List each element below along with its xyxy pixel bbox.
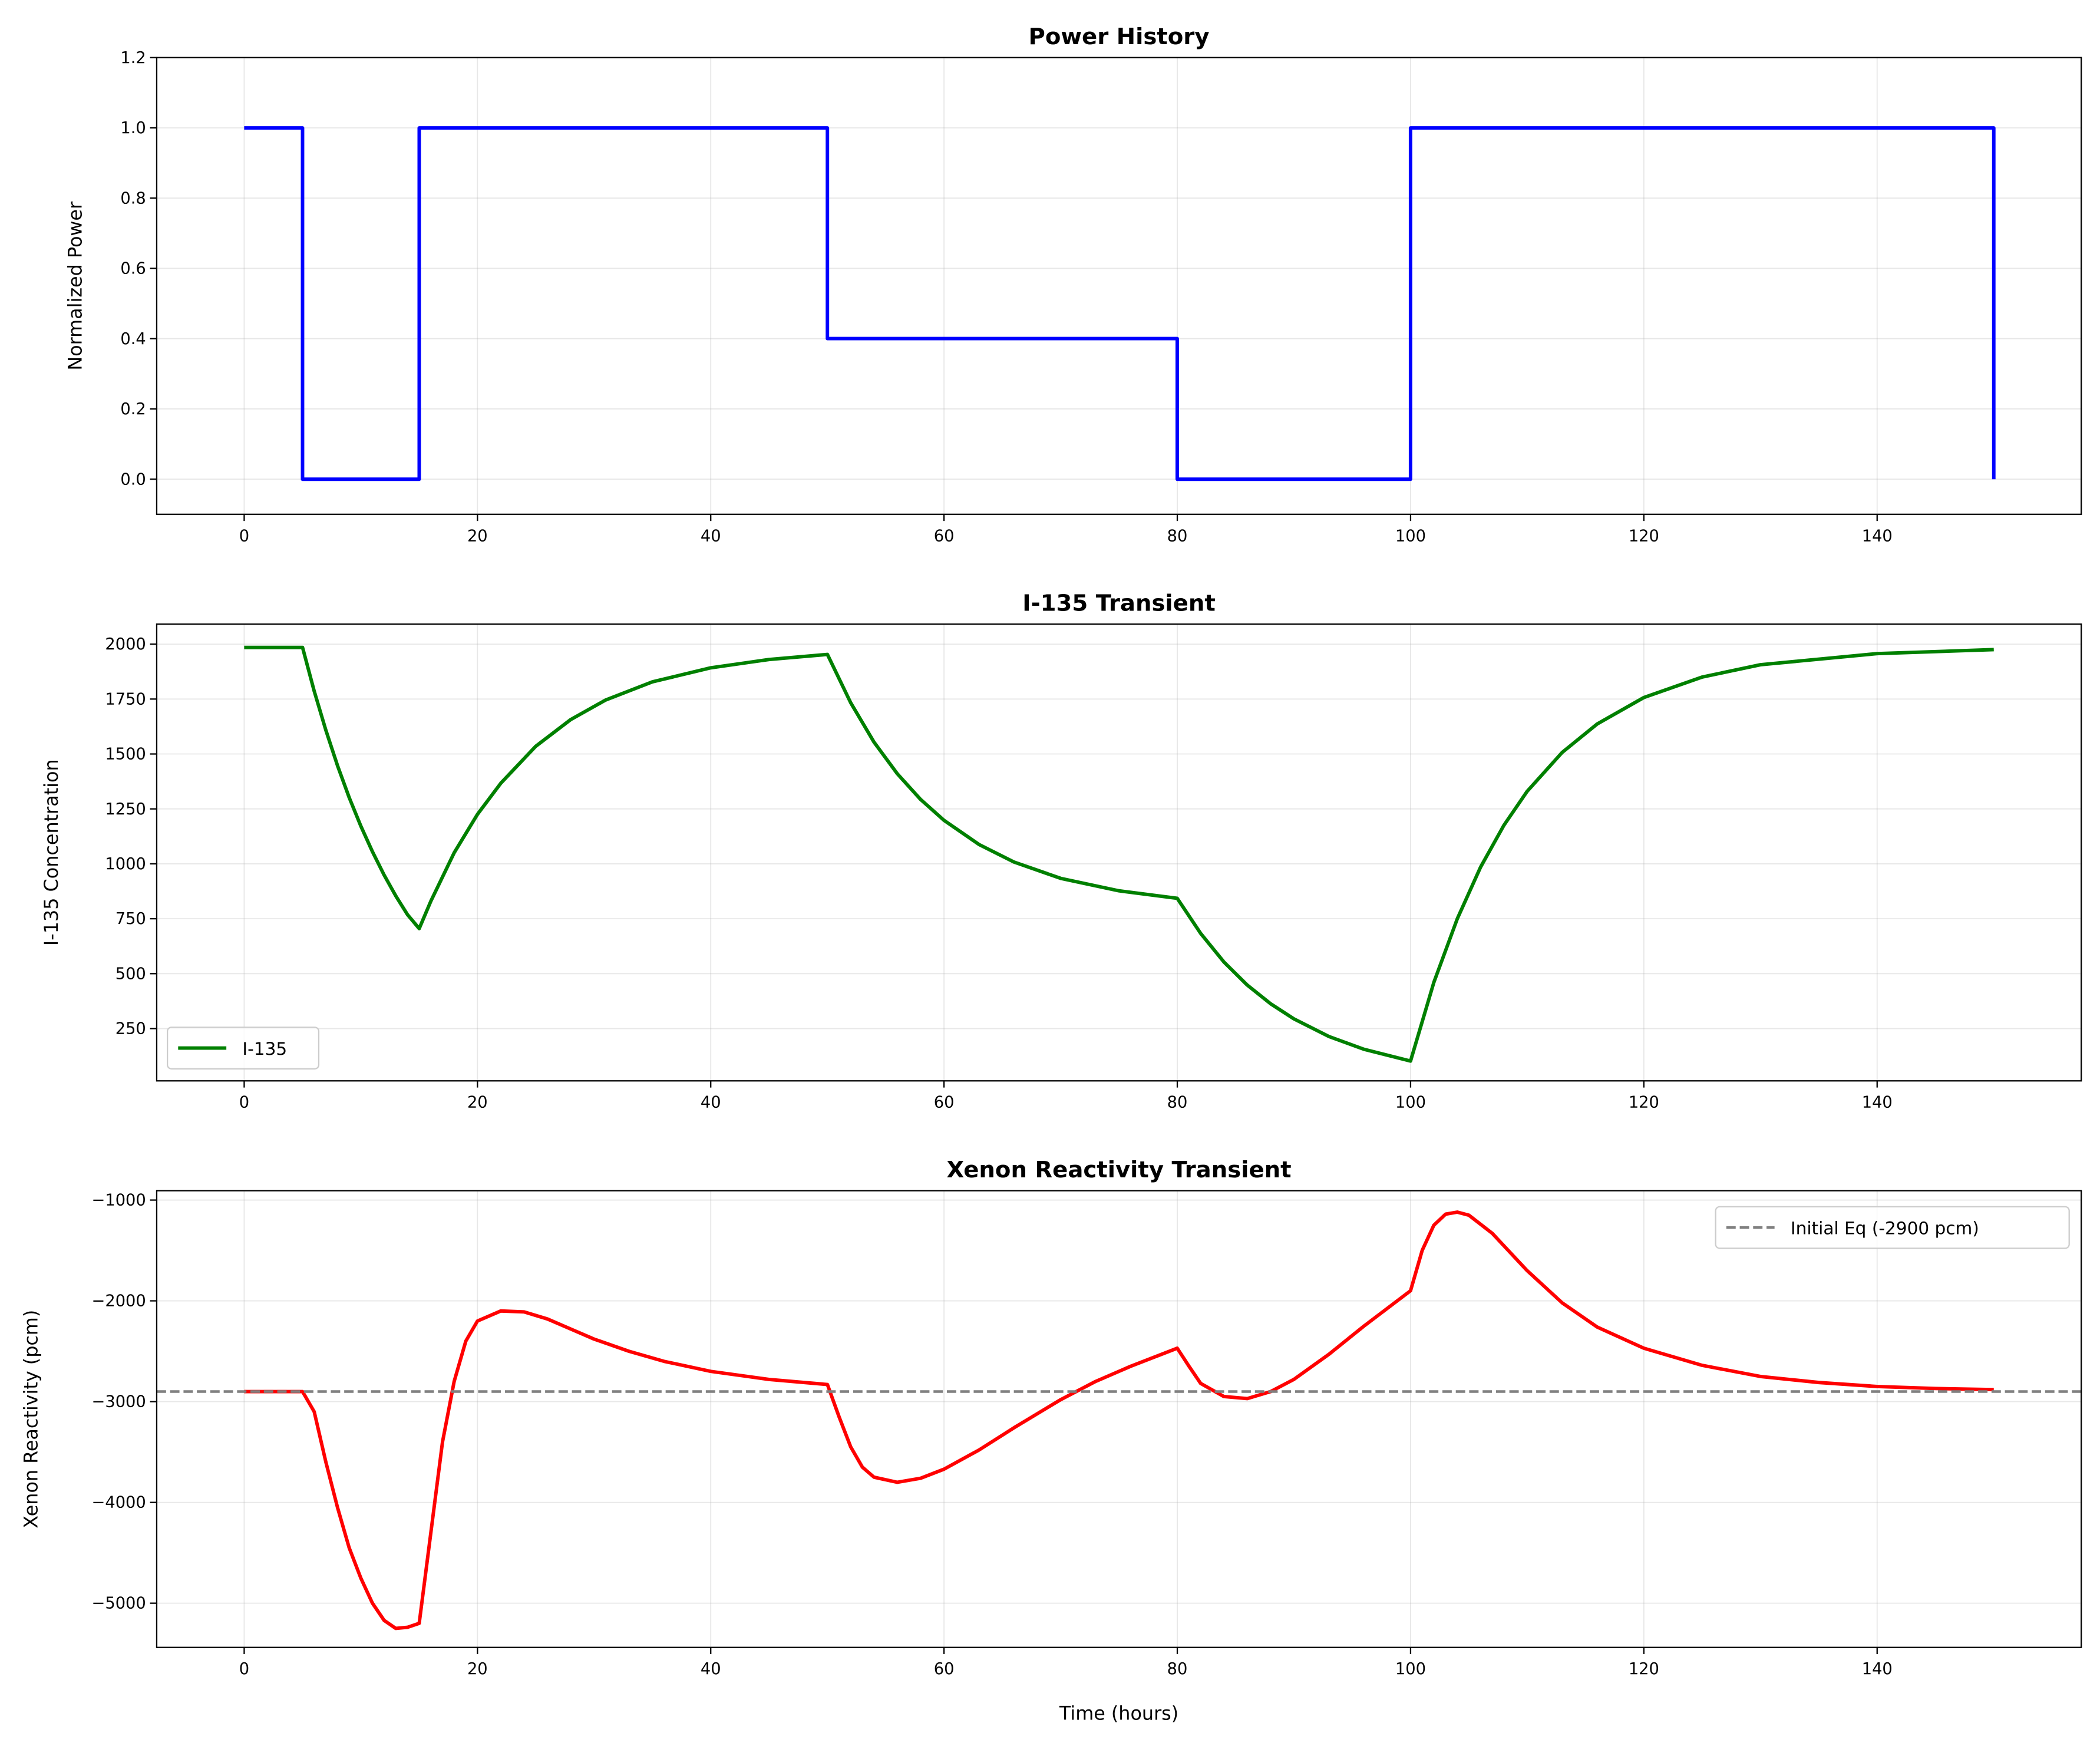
y-tick-label: 250 <box>115 1020 146 1038</box>
y-axis-label: Normalized Power <box>64 201 87 371</box>
x-tick-label: 80 <box>1167 1094 1188 1112</box>
x-tick-label: 80 <box>1167 1660 1188 1678</box>
y-tick-label: −5000 <box>92 1595 146 1613</box>
x-tick-label: 40 <box>701 1094 721 1112</box>
y-tick-label: 0.2 <box>120 400 146 418</box>
legend: I-135 <box>166 1027 320 1070</box>
chart-1: 0 20 40 60 80 100 120 140 0.0 0.2 0.4 0.6 0.8 1.0 1.2 P… <box>64 24 2082 545</box>
y-tick-label: 1000 <box>105 855 146 873</box>
y-tick-label: −4000 <box>92 1494 146 1512</box>
y-tick-label: 0.8 <box>120 189 146 207</box>
x-tick-label: 20 <box>467 1660 488 1678</box>
x-tick-label: 140 <box>1862 1094 1893 1112</box>
y-tick-label: 1.2 <box>120 49 146 67</box>
axes-frame <box>156 57 2082 515</box>
legend-box <box>166 1027 320 1070</box>
y-axis-label: I-135 Concentration <box>40 759 62 946</box>
y-tick-label: −1000 <box>92 1191 146 1210</box>
x-tick-label: 100 <box>1395 1660 1426 1678</box>
y-tick-label: 0.0 <box>120 470 146 489</box>
legend: Initial Eq (-2900 pcm) <box>1715 1206 2070 1249</box>
x-tick-label: 120 <box>1629 527 1659 545</box>
x-axis-label: Time (hours) <box>1059 1702 1178 1724</box>
y-tick-label: 1500 <box>105 745 146 764</box>
x-tick-label: 20 <box>467 527 488 545</box>
x-tick-label: 120 <box>1629 1094 1659 1112</box>
chart-2: 0 20 40 60 80 100 120 140 250 500 750 1000 1250 1500 1… <box>40 590 2082 1112</box>
y-tick-label: −2000 <box>92 1292 146 1311</box>
series-line <box>244 645 1994 1063</box>
chart-title: Xenon Reactivity Transient <box>946 1157 1291 1183</box>
y-tick-label: −3000 <box>92 1393 146 1411</box>
x-tick-label: 140 <box>1862 527 1893 545</box>
axes-frame <box>156 1190 2082 1648</box>
chart-3: 0 20 40 60 80 100 120 140 −5000 −4000 −3000 −2000 −1… <box>20 1157 2082 1724</box>
x-tick-label: 40 <box>701 1660 721 1678</box>
legend-label: I-135 <box>242 1039 287 1059</box>
y-tick-label: 750 <box>115 910 146 928</box>
y-tick-label: 2000 <box>105 635 146 653</box>
x-tick-label: 0 <box>239 1660 249 1678</box>
x-tick-label: 40 <box>701 527 721 545</box>
x-tick-label: 0 <box>239 527 249 545</box>
axes-frame <box>156 623 2082 1082</box>
x-tick-label: 60 <box>934 1660 955 1678</box>
y-tick-label: 0.6 <box>120 260 146 278</box>
x-tick-label: 100 <box>1395 1094 1426 1112</box>
x-tick-label: 80 <box>1167 527 1188 545</box>
y-tick-label: 0.4 <box>120 330 146 348</box>
y-tick-label: 1750 <box>105 690 146 708</box>
x-tick-label: 120 <box>1629 1660 1659 1678</box>
x-tick-label: 100 <box>1395 527 1426 545</box>
x-tick-label: 20 <box>467 1094 488 1112</box>
y-tick-label: 1.0 <box>120 119 146 137</box>
chart-title: Power History <box>1029 24 1210 50</box>
legend-label: Initial Eq (-2900 pcm) <box>1791 1219 1979 1239</box>
legend-box <box>1715 1206 2070 1249</box>
series-line <box>244 1210 1994 1631</box>
series-line <box>244 126 1996 481</box>
x-tick-label: 140 <box>1862 1660 1893 1678</box>
y-tick-label: 500 <box>115 965 146 983</box>
x-tick-label: 60 <box>934 527 955 545</box>
y-tick-label: 1250 <box>105 800 146 818</box>
y-axis-label: Xenon Reactivity (pcm) <box>20 1310 42 1529</box>
x-tick-label: 60 <box>934 1094 955 1112</box>
x-tick-label: 0 <box>239 1094 249 1112</box>
chart-title: I-135 Transient <box>1022 590 1216 616</box>
